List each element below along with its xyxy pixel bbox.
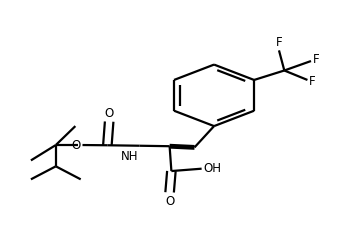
Text: O: O: [105, 107, 114, 120]
Text: F: F: [309, 75, 316, 88]
Text: OH: OH: [203, 162, 221, 175]
Text: O: O: [165, 195, 174, 208]
Text: F: F: [313, 53, 320, 66]
Text: F: F: [276, 36, 282, 49]
Text: O: O: [72, 139, 81, 152]
Text: NH: NH: [120, 150, 138, 163]
